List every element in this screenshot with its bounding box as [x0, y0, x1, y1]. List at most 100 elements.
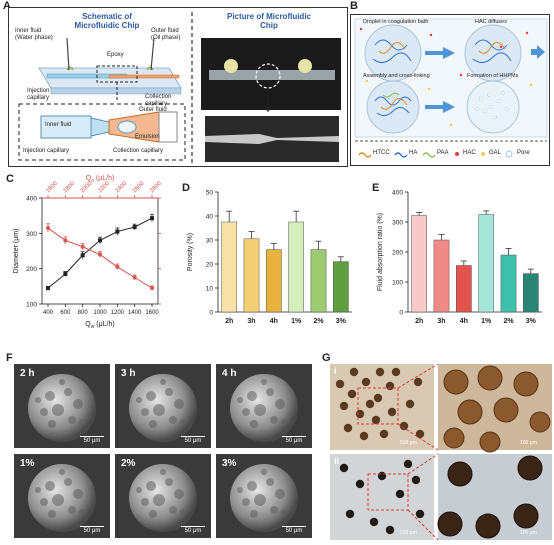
panel-a-drawing	[18, 12, 341, 164]
sem-scale-bar: 50 μm	[80, 526, 104, 534]
panel-a: Schematic of Microfluidic Chip Picture o…	[8, 7, 348, 167]
chart-e-ylabel: Fluid absorption ratio (%)	[377, 213, 384, 291]
zoom-emulsion-label: Emulsion	[135, 134, 160, 140]
chart-c-series-0-point	[46, 286, 50, 291]
sem-label: 3 h	[121, 368, 136, 379]
sem-pore	[250, 510, 258, 518]
panel-b-drawing	[354, 18, 548, 158]
chart-d-ytick-label: 20	[206, 262, 214, 269]
sem-pore	[281, 509, 287, 515]
chart-d-ytick-label: 0	[209, 310, 213, 317]
sem-label: 1%	[20, 458, 35, 469]
g-scale-zoom-2: 100 μm	[520, 530, 537, 536]
sem-pore	[136, 487, 142, 493]
panel-f: 2 h 50 μm 3 h 50 μm 4 h 50 μm 1% 50 μm 2% 50 μm 3%…	[14, 364, 312, 540]
legend-ha: HA	[409, 150, 418, 156]
bead	[375, 367, 385, 377]
panel-label-a: A	[3, 0, 11, 12]
sem-pore	[146, 481, 156, 491]
sem-pore	[275, 489, 285, 499]
bead	[339, 401, 349, 411]
g-scale-2: 500 μm	[400, 530, 417, 536]
bead	[415, 509, 425, 519]
zoom-collection-label: Collection capillary	[113, 148, 164, 154]
sem-pore	[165, 388, 173, 396]
sem-pore	[79, 509, 85, 515]
outer-fluid-label: Outer fluid	[151, 28, 179, 34]
sem-pore	[180, 419, 186, 425]
sem-pore	[174, 399, 184, 409]
chart-c-series-0-point	[132, 224, 137, 229]
sem-scale-bar: 50 μm	[282, 526, 306, 534]
sem-pore	[254, 494, 266, 506]
chart-d-bar-1	[243, 238, 260, 313]
step-droplet: Droplet in coagulation bath	[363, 19, 429, 25]
sem-pore	[59, 379, 65, 385]
chart-e-xtick-label-3: 1%	[481, 318, 492, 325]
sem-image-5: 2% 50 μm	[115, 454, 211, 538]
chart-d-bar-5	[332, 261, 349, 313]
chart-e-ytick-label: 100	[392, 280, 403, 287]
chart-c-top-tick-label: 1800	[63, 180, 77, 194]
g-scale-zoom-1: 100 μm	[520, 440, 537, 446]
chart-c-xtick-label: 1600	[145, 310, 159, 316]
chart-d-ylabel: Porosity (%)	[187, 233, 194, 271]
sem-pore	[40, 408, 48, 416]
chart-e-xtick-label-0: 2h	[415, 318, 423, 325]
sem-pore	[68, 506, 76, 514]
panel-g: i ii 500 μm 500 μm 100 μm 100 μm	[330, 363, 552, 541]
chart-c-xtick-label: 600	[60, 310, 71, 316]
sem-pore	[45, 481, 55, 491]
chart-e-bar-4	[500, 254, 517, 313]
legend-htcc: HTCC	[373, 150, 390, 156]
chart-c: 1002003004004001600600180080020001000220…	[13, 175, 163, 330]
sem-scale-bar: 50 μm	[80, 436, 104, 444]
panel-g-drawing	[330, 363, 552, 541]
sem-pore	[169, 416, 177, 424]
sem-pore	[174, 489, 184, 499]
sem-pore	[35, 397, 41, 403]
sem-pore	[45, 391, 55, 401]
panel-label-g: G	[322, 352, 331, 364]
bead	[365, 399, 375, 409]
bead	[411, 475, 421, 485]
sem-scale-bar: 50 μm	[282, 436, 306, 444]
chart-c-xlabel: Qw (μL/h)	[85, 321, 114, 330]
bead	[405, 399, 415, 409]
sem-particle-2	[129, 374, 197, 442]
legend-pore: Pore	[517, 150, 530, 156]
chart-c-xtick-label: 400	[43, 310, 54, 316]
chart-d-ytick-label: 50	[206, 190, 214, 197]
sem-pore	[247, 481, 257, 491]
chart-c-series-0-point	[98, 238, 102, 243]
sem-pore	[261, 469, 267, 475]
sem-pore	[35, 487, 41, 493]
sem-scale-bar: 50 μm	[181, 436, 205, 444]
chart-e-bar-3	[478, 214, 495, 313]
chart-d-xtick-label-4: 2%	[313, 318, 324, 325]
step-assembly: Assembly and cross-linking	[363, 73, 430, 79]
chart-c-series-1-point	[115, 264, 120, 269]
bead	[379, 429, 389, 439]
chart-c-top-label: Qo (μL/h)	[86, 175, 115, 184]
bead	[391, 367, 401, 377]
sem-pore	[153, 404, 165, 416]
chart-e-ytick-label: 200	[392, 250, 403, 257]
chart-d-bar-4	[310, 249, 327, 313]
bead	[339, 463, 349, 473]
sem-particle-1	[28, 374, 96, 442]
sem-pore	[141, 408, 149, 416]
zoom-inner-fluid-label: Inner fluid	[45, 122, 72, 128]
chart-c-top-tick-label: 2600	[132, 180, 146, 194]
bead	[395, 489, 405, 499]
sem-pore	[270, 416, 278, 424]
chart-d-ytick-label: 10	[206, 286, 214, 293]
chart-d-bar-2	[265, 249, 282, 313]
bead	[359, 431, 369, 441]
sem-image-1: 2 h 50 μm	[14, 364, 110, 448]
chart-c-series-1-point	[46, 226, 50, 231]
injection-capillary-label: Injection capillary	[27, 88, 50, 101]
sem-pore	[160, 379, 166, 385]
sem-pore	[73, 399, 83, 409]
zoom-injection-label: Injection capillary	[23, 148, 70, 154]
